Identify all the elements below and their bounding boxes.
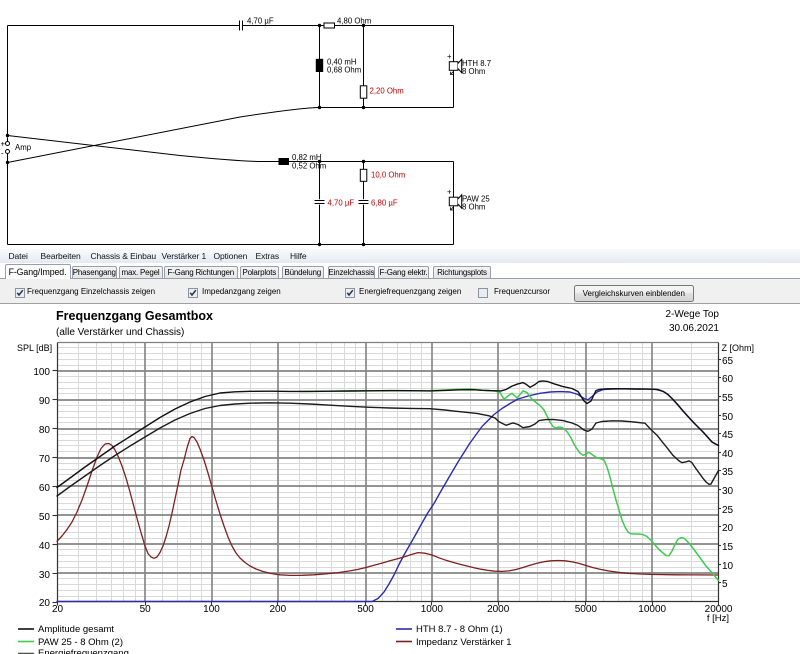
svg-text:4,70 µF: 4,70 µF (328, 199, 355, 208)
svg-text:0,68 Ohm: 0,68 Ohm (327, 66, 361, 75)
svg-text:Amp: Amp (15, 143, 32, 152)
svg-text:4,80 Ohm: 4,80 Ohm (337, 17, 371, 26)
svg-text:+: + (447, 188, 452, 197)
svg-text:0,82 mH: 0,82 mH (292, 153, 321, 162)
svg-text:0,52 Ohm: 0,52 Ohm (292, 162, 326, 171)
svg-text:HTH 8.7: HTH 8.7 (462, 59, 491, 68)
svg-text:10,0 Ohm: 10,0 Ohm (371, 171, 405, 180)
svg-text:2,20 Ohm: 2,20 Ohm (370, 87, 404, 96)
svg-text:8 Ohm: 8 Ohm (462, 67, 485, 76)
svg-text:+: + (447, 52, 452, 61)
svg-text:PAW 25: PAW 25 (462, 195, 490, 204)
svg-text:4,70 µF: 4,70 µF (247, 17, 274, 26)
svg-text:+: + (1, 140, 6, 149)
svg-text:6,80 µF: 6,80 µF (371, 199, 398, 208)
svg-text:8 Ohm: 8 Ohm (462, 203, 485, 212)
svg-text:0,40 mH: 0,40 mH (327, 58, 356, 67)
svg-text:-: - (1, 149, 4, 158)
